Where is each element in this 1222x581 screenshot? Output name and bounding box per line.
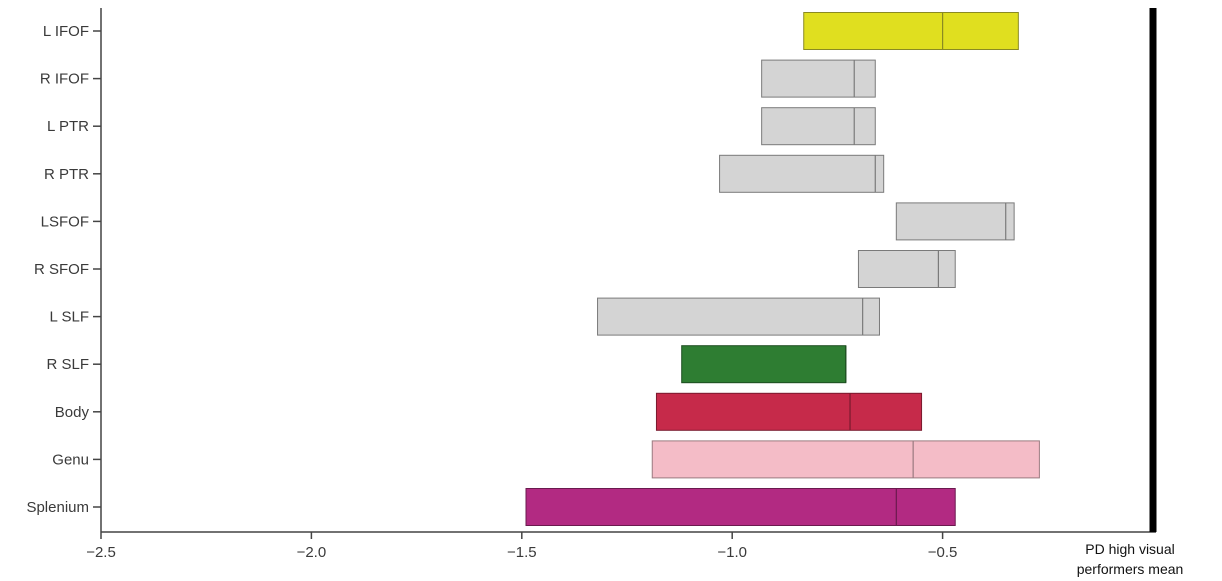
- bar-l-ifof: [803, 12, 1019, 50]
- x-tick-label-0: −2.5: [86, 544, 116, 561]
- y-tick-label-splenium: Splenium: [26, 499, 89, 516]
- y-tick-label-r-ptr: R PTR: [44, 166, 89, 183]
- bar-l-ptr: [761, 107, 876, 146]
- bar-rect-r-sfof: [857, 250, 956, 288]
- bar-body: [655, 392, 923, 431]
- bar-genu: [651, 440, 1040, 479]
- x-tick-label-4: −0.5: [928, 544, 958, 561]
- x-ticks: −2.5 −2.0 −1.5 −1.0 −0.5: [86, 532, 957, 561]
- x-tick-label-2: −1.5: [507, 544, 537, 561]
- y-ticks: L IFOF R IFOF L PTR R PTR LSFOF R SFOF L SLF R …: [26, 23, 101, 516]
- y-tick-label-l-ifof: L IFOF: [43, 23, 89, 40]
- y-tick-label-r-slf: R SLF: [46, 356, 89, 373]
- bar-rect-r-slf: [681, 345, 847, 384]
- bar-rect-splenium: [525, 488, 956, 526]
- reference-line-label-line-2: performers mean: [1077, 561, 1184, 577]
- bar-rect-body: [655, 392, 923, 431]
- y-tick-label-body: Body: [55, 404, 90, 421]
- x-tick-label-1: −2.0: [297, 544, 327, 561]
- x-tick-label-3: −1.0: [717, 544, 747, 561]
- y-tick-label-r-ifof: R IFOF: [40, 71, 89, 88]
- y-tick-label-lsfof: LSFOF: [41, 213, 89, 230]
- bar-l-slf: [597, 297, 880, 336]
- y-tick-label-r-sfof: R SFOF: [34, 261, 89, 278]
- bar-r-slf: [681, 345, 847, 384]
- bar-r-ifof: [761, 59, 876, 98]
- bar-rect-lsfof: [895, 202, 1015, 241]
- bar-r-sfof: [857, 250, 956, 288]
- bar-r-ptr: [719, 154, 885, 193]
- bar-rect-l-slf: [597, 297, 880, 336]
- bar-rect-l-ifof: [803, 12, 1019, 50]
- bar-rect-r-ptr: [719, 154, 885, 193]
- bar-rect-genu: [651, 440, 1040, 479]
- reference-line-label-line-1: PD high visual: [1085, 541, 1175, 557]
- bars-layer: [525, 12, 1040, 526]
- y-tick-label-l-slf: L SLF: [50, 309, 89, 326]
- bar-rect-r-ifof: [761, 59, 876, 98]
- y-tick-label-genu: Genu: [52, 451, 89, 468]
- y-tick-label-l-ptr: L PTR: [47, 118, 89, 135]
- bar-splenium: [525, 488, 956, 526]
- bar-lsfof: [895, 202, 1015, 241]
- bar-rect-l-ptr: [761, 107, 876, 146]
